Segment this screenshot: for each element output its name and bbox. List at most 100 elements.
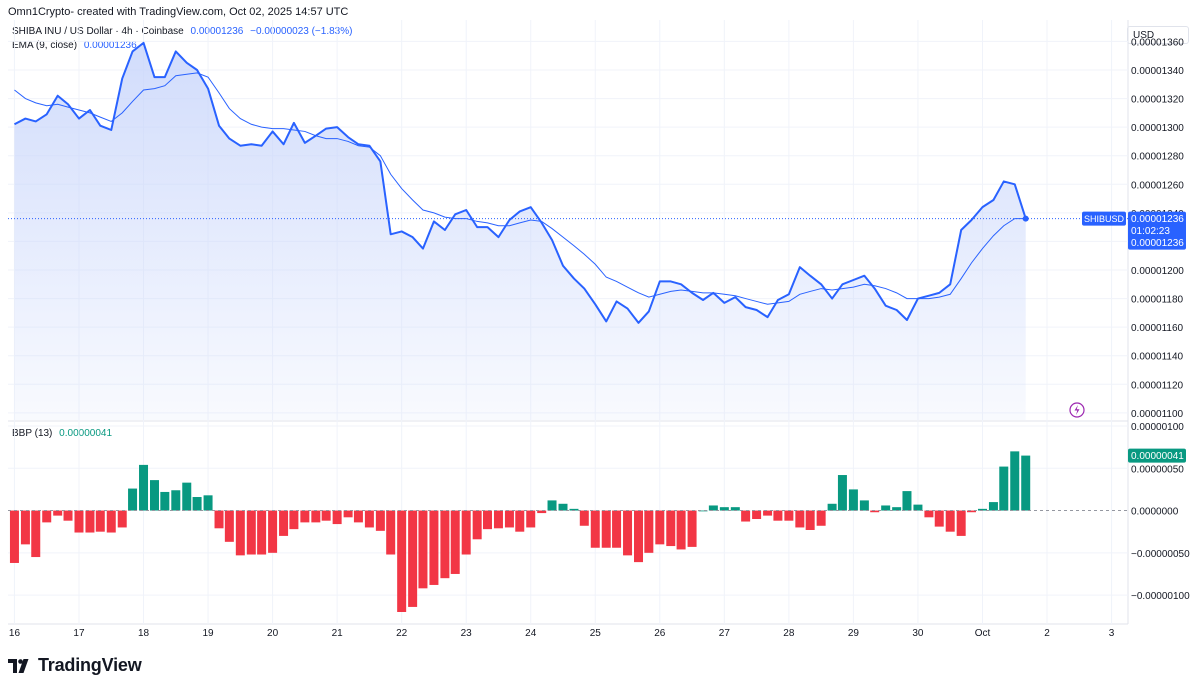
chart-attribution: Omn1Crypto- created with TradingView.com… (8, 6, 349, 18)
bbp-bar (192, 497, 202, 511)
bbp-bar (224, 510, 234, 542)
time-tick-label: 25 (590, 628, 602, 639)
time-tick-label: 20 (267, 628, 279, 639)
bbp-bar (31, 510, 41, 558)
time-tick-label: 22 (396, 628, 408, 639)
bbp-bar (881, 505, 891, 511)
bbp-label: BBP (13) (12, 428, 53, 439)
bbp-bar (504, 510, 514, 528)
price-tick-label: 0.00001200 (1131, 266, 1184, 277)
price-change: −0.00000023 (−1.83%) (250, 26, 353, 37)
bbp-bar (246, 510, 256, 555)
bbp-bar (967, 510, 977, 513)
bbp-bar (321, 510, 331, 521)
bbp-bar (386, 510, 396, 555)
bbp-bar (257, 510, 267, 555)
bbp-legend[interactable]: BBP (13) 0.00000041 (12, 428, 112, 439)
bbp-bar (676, 510, 686, 550)
lightning-bolt-icon (1074, 405, 1080, 415)
bbp-value: 0.00000041 (59, 428, 113, 439)
tradingview-logo[interactable]: TradingView (8, 655, 142, 676)
bbp-tag-value: 0.00000041 (1131, 451, 1184, 462)
tradingview-brand: TradingView (38, 655, 142, 675)
price-tick-label: 0.00001260 (1131, 180, 1184, 191)
price-tick-label: 0.00001280 (1131, 152, 1184, 163)
bbp-bar (74, 510, 84, 533)
price-tick-label: 0.00001100 (1131, 409, 1184, 420)
bbp-bar (730, 507, 740, 511)
bbp-bar (805, 510, 815, 530)
bbp-bar (763, 510, 773, 516)
currency-selector[interactable]: USD (1127, 26, 1189, 44)
bbp-bar (300, 510, 310, 523)
bbp-bar (784, 510, 794, 521)
bbp-bar (666, 510, 676, 547)
bbp-bar (149, 480, 159, 511)
bbp-bar (182, 482, 192, 511)
bbp-bar (773, 510, 783, 521)
bbp-bar (859, 500, 869, 511)
bbp-bar (472, 510, 482, 540)
bbp-bar (375, 510, 385, 531)
price-tick-label: 0.00001300 (1131, 123, 1184, 134)
bbp-bar (311, 510, 321, 523)
time-tick-label: 2 (1044, 628, 1050, 639)
bbp-bar (279, 510, 289, 536)
bbp-bar (547, 500, 557, 511)
price-tag-bg (1128, 211, 1186, 250)
symbol-tag-text: SHIBUSD (1084, 214, 1125, 224)
bbp-bar (20, 510, 30, 545)
bbp-bar (160, 491, 170, 511)
bbp-tick-label: 0.00000100 (1131, 422, 1184, 433)
bbp-bar (537, 510, 547, 514)
last-price-dot (1022, 215, 1029, 222)
bbp-bar (687, 510, 697, 547)
bbp-bar (816, 510, 826, 526)
symbol-title: SHIBA INU / US Dollar · 4h · Coinbase (12, 26, 184, 37)
price-area-fill (14, 42, 1026, 420)
bbp-bar (1021, 455, 1031, 511)
bbp-bar (795, 510, 805, 528)
time-tick-label: 19 (202, 628, 214, 639)
bbp-bar (95, 510, 105, 532)
bbp-bar (913, 504, 923, 511)
time-tick-label: 21 (332, 628, 344, 639)
bbp-bar (752, 510, 762, 519)
bbp-bar (977, 508, 987, 511)
time-tick-label: 3 (1109, 628, 1115, 639)
bbp-bar (461, 510, 471, 555)
bbp-bar (106, 510, 116, 533)
price-tag-countdown: 01:02:23 (1131, 226, 1170, 237)
time-tick-label: Oct (975, 628, 991, 639)
price-tick-label: 0.00001140 (1131, 352, 1184, 363)
price-tick-label: 0.00001160 (1131, 323, 1184, 334)
price-tick-label: 0.00001340 (1131, 66, 1184, 77)
bbp-bar (827, 503, 837, 511)
bbp-bar (171, 490, 181, 511)
time-tick-label: 23 (461, 628, 473, 639)
bbp-bar (612, 510, 622, 548)
ema-legend[interactable]: EMA (9, close) 0.00001236 (12, 40, 137, 51)
bbp-bar (353, 510, 363, 523)
symbol-legend[interactable]: SHIBA INU / US Dollar · 4h · Coinbase 0.… (12, 26, 352, 37)
time-tick-label: 30 (912, 628, 924, 639)
bbp-bar (397, 510, 407, 612)
time-tick-label: 28 (783, 628, 795, 639)
bbp-bar (623, 510, 633, 556)
bbp-bar (837, 475, 847, 511)
time-tick-label: 27 (719, 628, 731, 639)
price-tick-label: 0.00001180 (1131, 295, 1184, 306)
price-tag-value: 0.00001236 (1131, 214, 1184, 225)
price-line (13, 41, 1027, 324)
time-tick-label: 17 (73, 628, 85, 639)
bbp-bar (408, 510, 418, 607)
time-tick-label: 24 (525, 628, 537, 639)
bbp-bar (719, 507, 729, 511)
bbp-bar (579, 510, 589, 526)
price-tick-label: 0.00001360 (1131, 37, 1184, 48)
bbp-bar (590, 510, 600, 548)
bbp-bar (139, 464, 149, 511)
bbp-bars (8, 451, 1128, 612)
bbp-bar (493, 510, 503, 529)
